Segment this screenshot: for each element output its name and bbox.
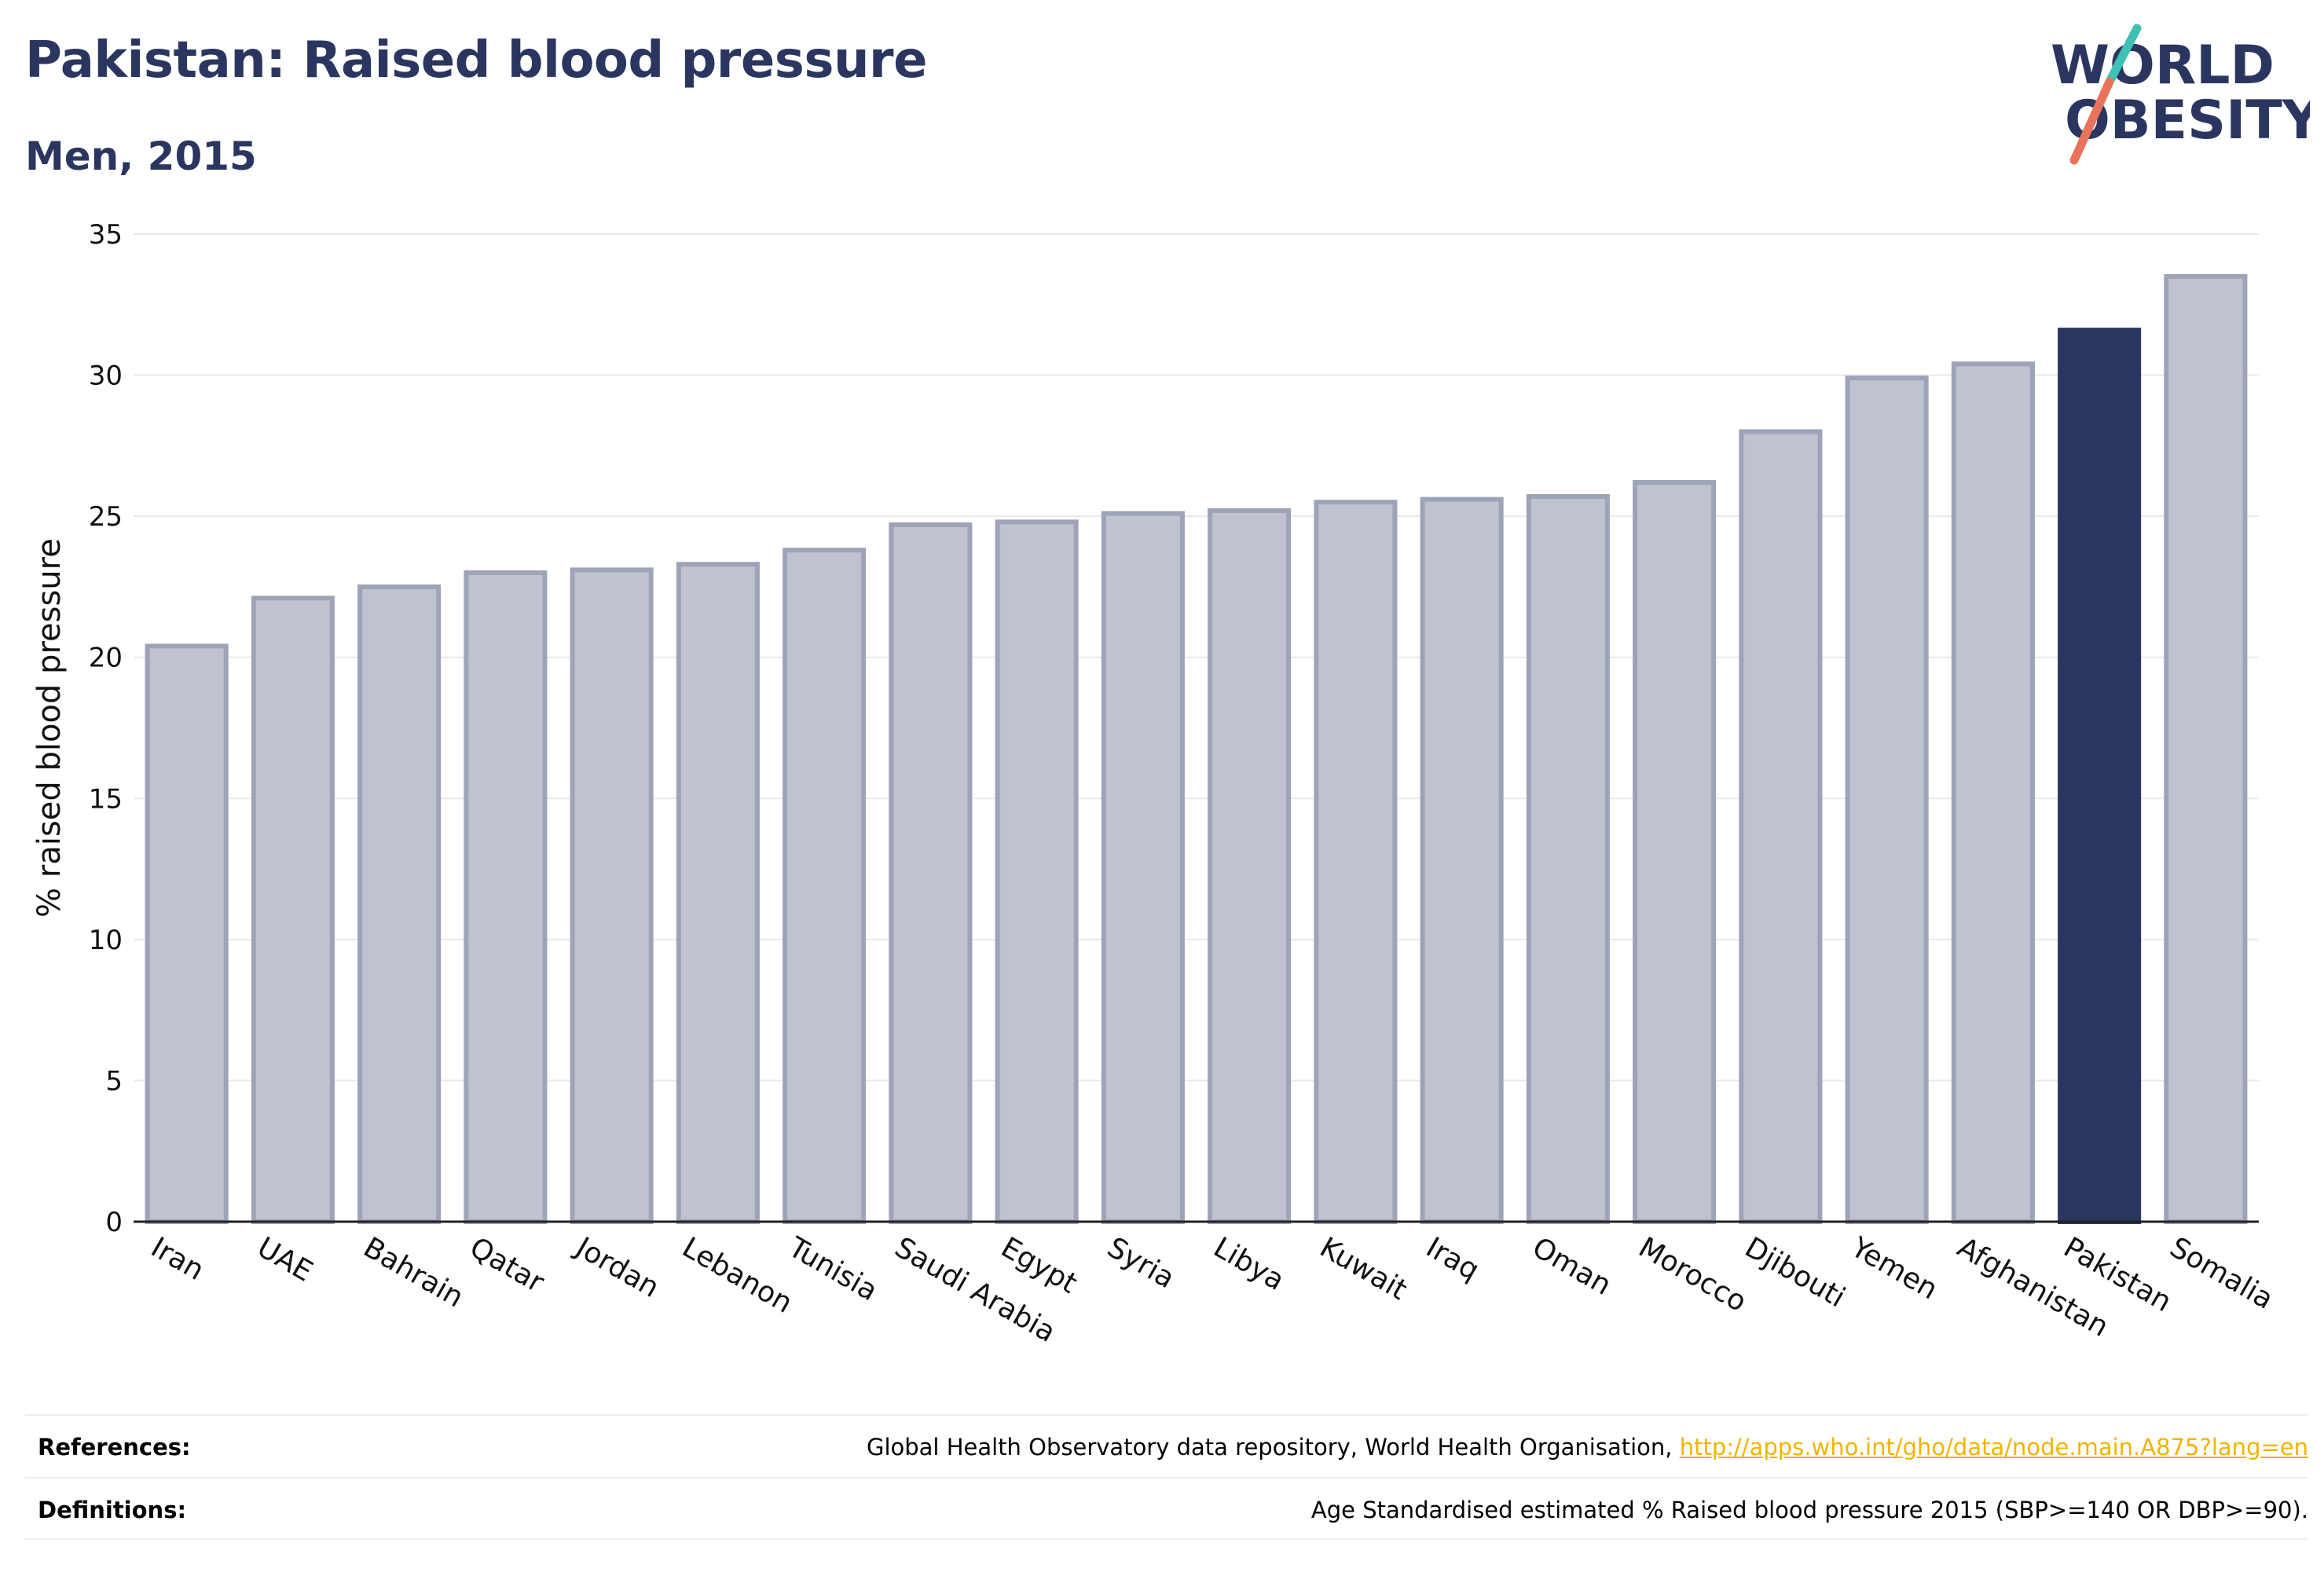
x-tick-label: Bahrain [358,1231,469,1314]
bar-bahrain [357,584,442,1224]
references-row: References: Global Health Observatory da… [25,1414,2308,1479]
bar-afghanistan [1951,361,2035,1225]
bar-saudi-arabia [889,522,973,1224]
x-tick-label: Somalia [2165,1231,2278,1316]
x-tick-label: Qatar [464,1231,549,1299]
references-label: References: [38,1434,191,1461]
bar-iran [145,643,229,1224]
definitions-text: Age Standardised estimated % Raised bloo… [1310,1497,2308,1523]
bar-yemen [1845,376,1929,1225]
bar-pakistan [2058,328,2142,1225]
y-tick-label: 30 [89,361,123,392]
x-tick-label: Morocco [1633,1231,1752,1318]
bar-kuwait [1314,500,1398,1224]
bars [145,273,2248,1225]
bar-morocco [1633,480,1717,1224]
logo-slash-bottom [2069,77,2114,165]
bar-tunisia [783,548,867,1224]
y-tick-label: 5 [105,1065,123,1097]
references-value: Global Health Observatory data repositor… [867,1434,2308,1461]
bar-iraq [1420,497,1504,1224]
bar-jordan [570,567,654,1224]
definitions-row: Definitions: Age Standardised estimated … [25,1477,2308,1541]
bar-somalia [2164,273,2248,1224]
y-tick-label: 20 [89,643,123,674]
x-tick-label: Jordan [569,1230,664,1304]
bar-libya [1208,508,1292,1224]
y-tick-label: 35 [89,219,123,251]
y-tick-label: 0 [105,1207,123,1238]
x-tick-label: Libya [1208,1231,1290,1297]
x-tick-label: Yemen [1845,1231,1943,1307]
bar-lebanon [676,562,760,1224]
logo-text-world: WORLD [2051,35,2275,97]
chart-title: Pakistan: Raised blood pressure [25,31,927,90]
x-tick-label: Iraq [1420,1231,1484,1287]
bar-uae [251,596,335,1224]
footer-divider [25,1538,2308,1540]
x-tick-label: Oman [1527,1231,1616,1302]
y-axis-label: % raised blood pressure [31,538,68,918]
x-tick-label: Iran [145,1231,209,1287]
x-tick-label: Djibouti [1739,1231,1850,1314]
bar-oman [1526,494,1610,1224]
x-tick-label: Tunisia [783,1231,883,1307]
bar-syria [1101,511,1185,1224]
world-obesity-logo: WORLD OBESITY [2051,24,2310,165]
x-tick-label: Egypt [995,1231,1082,1299]
x-tick-label: Lebanon [676,1231,797,1320]
x-tick-label: Kuwait [1314,1231,1413,1307]
bar-djibouti [1739,429,1823,1224]
y-tick-label: 10 [89,925,123,956]
logo-slash-top [2105,24,2142,86]
references-text: Global Health Observatory data repositor… [866,1434,1680,1461]
bar-qatar [464,570,548,1224]
definitions-label: Definitions: [38,1497,187,1523]
y-tick-label: 15 [89,783,123,815]
bar-egypt [995,519,1079,1224]
x-tick-label: UAE [251,1231,317,1288]
references-link[interactable]: http://apps.who.int/gho/data/node.main.A… [1679,1434,2308,1461]
y-tick-labels: 0 5 10 15 20 25 30 35 [89,219,123,1238]
grid-lines [134,233,2259,1082]
chart-subtitle: Men, 2015 [25,134,257,179]
y-tick-label: 25 [89,501,123,533]
x-tick-label: Syria [1102,1231,1179,1295]
